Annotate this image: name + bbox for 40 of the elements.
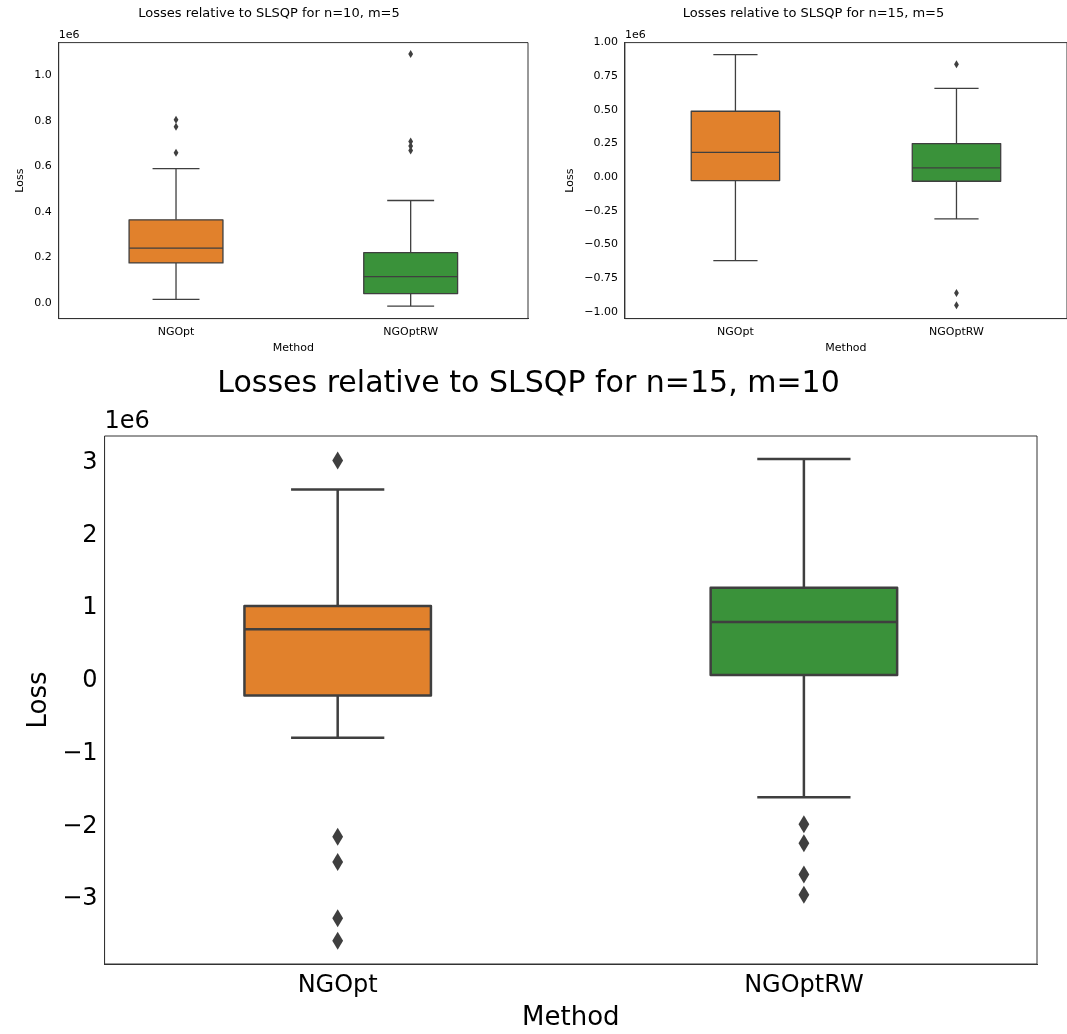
y-tick-label: −2 [62, 810, 98, 839]
y-tick-label: 0 [82, 665, 98, 694]
y-tick-label: −0.75 [584, 271, 618, 285]
y-tick-label: 0.2 [34, 250, 52, 264]
y-tick-label: 0.50 [593, 102, 618, 116]
y-tick-label: 0.75 [593, 69, 618, 83]
y-tick-label: 3 [82, 446, 98, 475]
text: 1e6 [624, 27, 646, 41]
y-tick-label: 2 [82, 519, 98, 548]
y-tick-label: 0.25 [593, 136, 618, 150]
y-tick-label: 1.00 [593, 35, 618, 49]
x-axis-title: Method [522, 1001, 620, 1032]
y-tick-label: 0.00 [593, 170, 618, 184]
y-tick-label: 0.0 [34, 295, 52, 309]
x-tick-label: NGOpt [297, 969, 378, 998]
text: 1e6 [104, 406, 150, 435]
x-tick-label: NGOpt [157, 325, 196, 339]
x-axis-title: Method [825, 341, 867, 355]
x-tick-label: NGOptRW [383, 325, 439, 339]
x-tick-label: NGOpt [717, 325, 755, 339]
chart-title: Losses relative to SLSQP for n=15, m=10 [217, 363, 840, 399]
y-tick-label: −1 [62, 737, 98, 766]
y-axis-title: Loss [22, 671, 53, 729]
y-tick-label: −0.25 [584, 203, 618, 217]
x-tick-label: NGOptRW [744, 969, 864, 998]
y-tick-label: 1.0 [34, 68, 52, 82]
y-tick-label: −3 [62, 883, 98, 912]
y-tick-label: −0.50 [584, 237, 618, 251]
y-tick-label: −1.00 [584, 304, 618, 318]
y-axis-title: Loss [563, 168, 577, 193]
y-tick-label: 0.8 [34, 113, 52, 127]
text: 1e6 [58, 27, 80, 41]
x-tick-label: NGOptRW [929, 325, 984, 339]
y-axis-title: Loss [13, 168, 27, 193]
chart-title: Losses relative to SLSQP for n=15, m=5 [682, 5, 945, 21]
chart-title: Losses relative to SLSQP for n=10, m=5 [138, 5, 400, 21]
y-tick-label: 0.4 [34, 204, 52, 218]
y-tick-label: 1 [82, 592, 98, 621]
x-axis-title: Method [272, 341, 314, 355]
y-tick-label: 0.6 [34, 159, 52, 173]
